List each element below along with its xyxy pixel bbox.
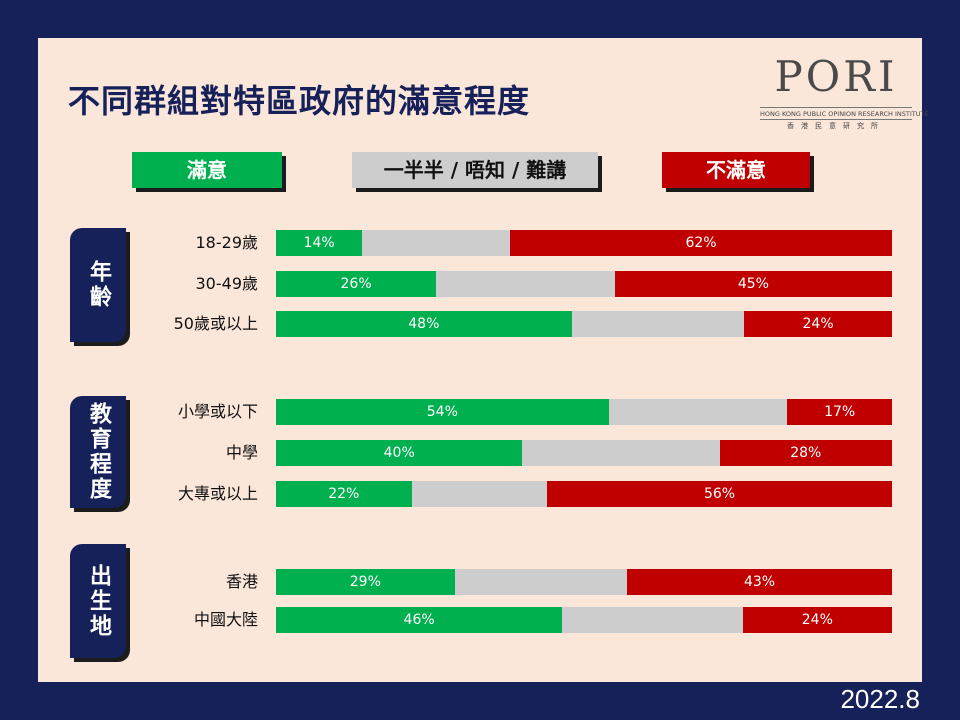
category-label: 30-49歲	[195, 274, 259, 293]
bar-segment-satisfied: 54%	[276, 399, 609, 425]
bar-segment-neutral	[411, 481, 548, 507]
bar-segment-satisfied: 26%	[276, 271, 437, 297]
logo-divider	[760, 107, 912, 108]
bar-segment-neutral	[608, 399, 788, 425]
bar-segment-satisfied: 22%	[276, 481, 412, 507]
bar-segment-satisfied: 48%	[276, 311, 572, 337]
stacked-bar: 26% 45%	[276, 271, 892, 297]
stacked-bar: 14% 62%	[276, 230, 892, 256]
category-label: 小學或以下	[177, 402, 258, 421]
chart-panel: 不同群組對特區政府的滿意程度 PORI HONG KONG PUBLIC OPI…	[38, 38, 929, 682]
stacked-bar: 46% 24%	[276, 607, 892, 633]
survey-date: 2022.8	[840, 684, 920, 714]
bar-segment-neutral	[362, 230, 511, 256]
bar-segment-satisfied: 46%	[276, 607, 563, 633]
bar-segment-dissatisfied: 56%	[547, 481, 892, 507]
stacked-bar: 29% 43%	[276, 569, 892, 595]
bar-segment-neutral	[562, 607, 743, 633]
category-label: 18-29歲	[195, 233, 259, 252]
stacked-bar: 54% 17%	[276, 399, 892, 425]
bar-segment-dissatisfied: 45%	[614, 271, 892, 297]
group-label-birthplace: 出生地	[70, 544, 126, 658]
bar-segment-dissatisfied: 24%	[744, 311, 892, 337]
stacked-bar: 22% 56%	[276, 481, 892, 507]
stacked-bar: 48% 24%	[276, 311, 892, 337]
bar-segment-satisfied: 29%	[276, 569, 455, 595]
bar-segment-neutral	[454, 569, 628, 595]
logo-subtitle: HONG KONG PUBLIC OPINION RESEARCH INSTIT…	[760, 110, 929, 118]
category-label: 香港	[225, 572, 258, 591]
bar-segment-satisfied: 40%	[276, 440, 523, 466]
bar-segment-dissatisfied: 43%	[627, 569, 892, 595]
bar-segment-dissatisfied: 17%	[787, 399, 892, 425]
bar-segment-dissatisfied: 62%	[510, 230, 892, 256]
category-label: 50歲或以上	[173, 314, 258, 333]
stacked-bar: 40% 28%	[276, 440, 892, 466]
logo-divider-2	[760, 119, 912, 120]
chart-title: 不同群組對特區政府的滿意程度	[68, 82, 531, 120]
bar-segment-neutral	[522, 440, 720, 466]
bar-segment-satisfied: 14%	[276, 230, 363, 256]
group-label-age: 年齡	[70, 228, 126, 342]
bar-segment-neutral	[571, 311, 745, 337]
pori-logo: PORI HONG KONG PUBLIC OPINION RESEARCH I…	[760, 52, 929, 136]
bar-segment-dissatisfied: 24%	[742, 607, 892, 633]
category-label: 中國大陸	[193, 610, 258, 629]
group-label-education: 教育程度	[70, 396, 126, 508]
logo-name: PORI	[774, 52, 898, 101]
legend-dissatisfied: 不滿意	[662, 152, 810, 188]
category-label: 中學	[225, 443, 258, 462]
legend-satisfied: 滿意	[132, 152, 282, 188]
logo-chinese: 香港民意研究所	[787, 122, 885, 130]
bar-segment-neutral	[436, 271, 615, 297]
bar-segment-dissatisfied: 28%	[719, 440, 892, 466]
category-label: 大專或以上	[177, 484, 258, 503]
legend-neutral: 一半半 / 唔知 / 難講	[352, 152, 598, 188]
